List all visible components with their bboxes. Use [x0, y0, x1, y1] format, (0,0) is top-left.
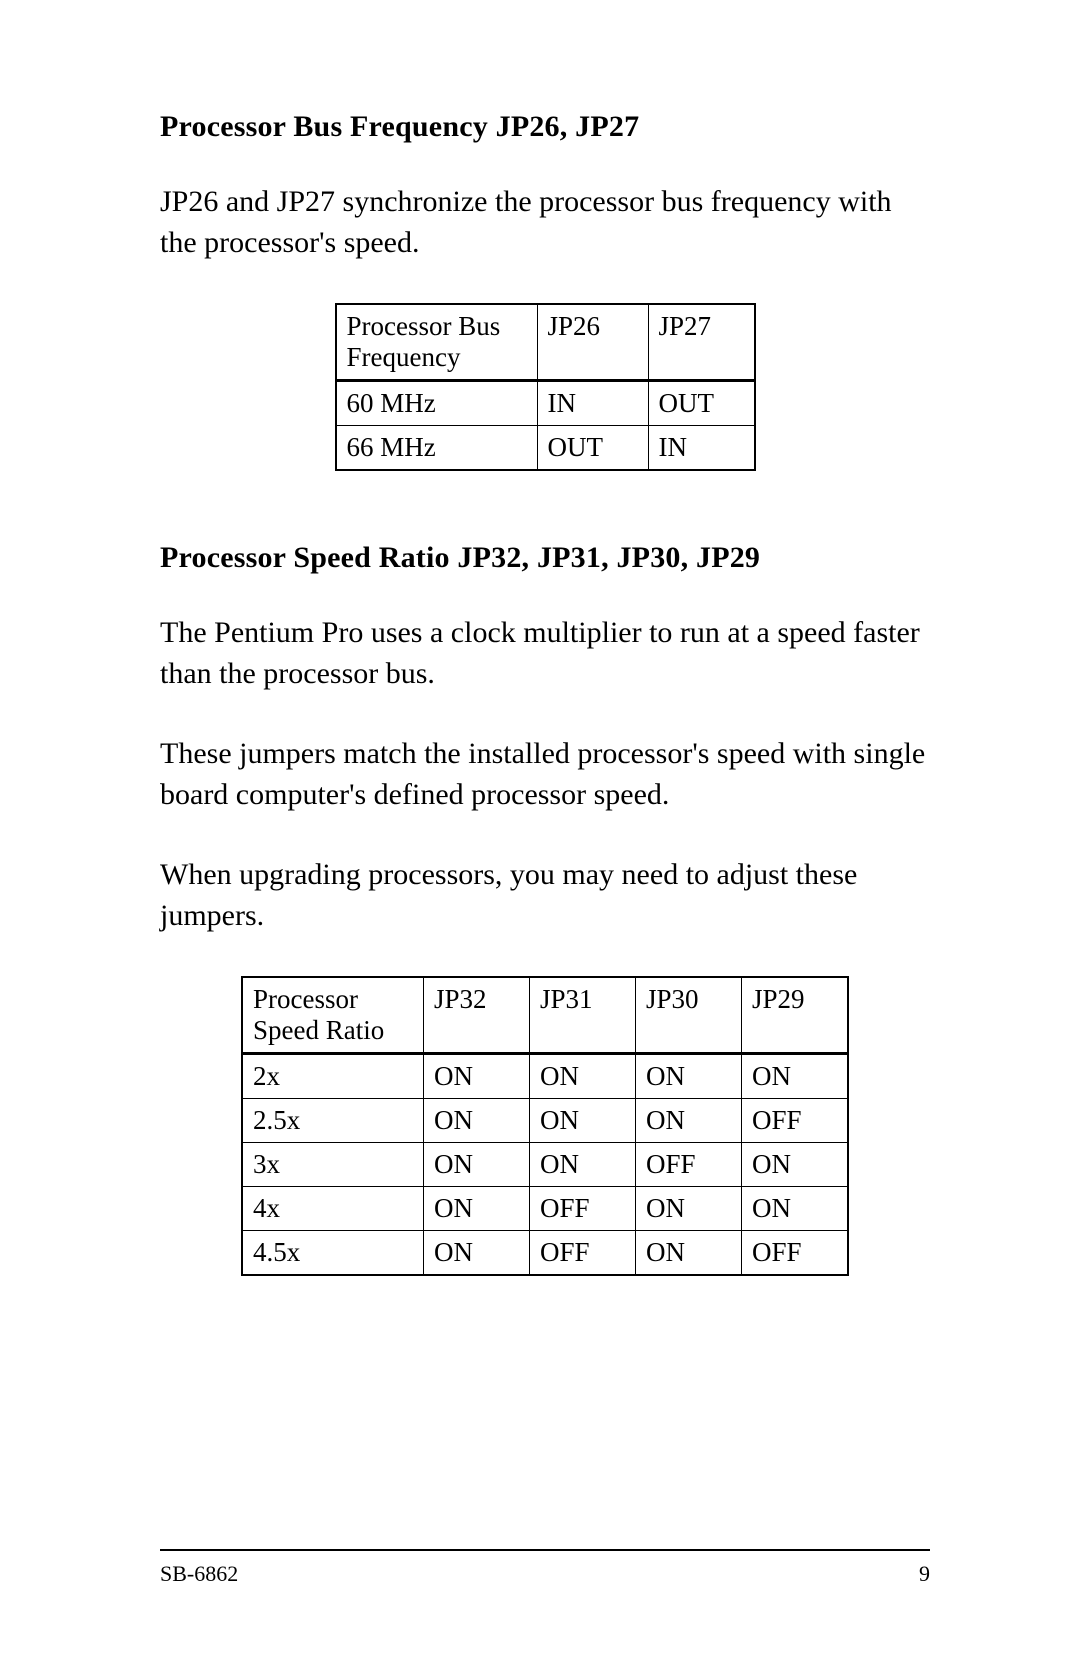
table-header-cell: JP27 — [648, 304, 755, 381]
table-cell: ON — [742, 1143, 849, 1187]
table1-container: Processor Bus Frequency JP26 JP27 60 MHz… — [160, 303, 930, 471]
table-cell: ON — [742, 1187, 849, 1231]
table-cell: ON — [636, 1187, 742, 1231]
table-cell: ON — [530, 1143, 636, 1187]
table-row: 4x ON OFF ON ON — [242, 1187, 848, 1231]
table-header-cell: Processor Speed Ratio — [242, 977, 424, 1054]
table-cell: ON — [424, 1054, 530, 1099]
table-cell: OUT — [648, 381, 755, 426]
table-cell: ON — [636, 1231, 742, 1276]
table-header-row: Processor Speed Ratio JP32 JP31 JP30 JP2… — [242, 977, 848, 1054]
table-cell: 2x — [242, 1054, 424, 1099]
table-cell: ON — [530, 1054, 636, 1099]
table-cell: OUT — [537, 426, 648, 471]
table-cell: ON — [636, 1054, 742, 1099]
section1-heading: Processor Bus Frequency JP26, JP27 — [160, 110, 930, 144]
table-cell: OFF — [636, 1143, 742, 1187]
table2-container: Processor Speed Ratio JP32 JP31 JP30 JP2… — [160, 976, 930, 1276]
section2-paragraph-3: When upgrading processors, you may need … — [160, 855, 930, 936]
table-cell: 3x — [242, 1143, 424, 1187]
table-cell: 4.5x — [242, 1231, 424, 1276]
table-header-cell: JP30 — [636, 977, 742, 1054]
table-cell: IN — [537, 381, 648, 426]
bus-frequency-table: Processor Bus Frequency JP26 JP27 60 MHz… — [335, 303, 756, 471]
table-row: 3x ON ON OFF ON — [242, 1143, 848, 1187]
table-cell: ON — [424, 1143, 530, 1187]
table-cell: ON — [424, 1231, 530, 1276]
table-row: 66 MHz OUT IN — [336, 426, 755, 471]
table-cell: ON — [742, 1054, 849, 1099]
table-row: 2x ON ON ON ON — [242, 1054, 848, 1099]
section2-paragraph-2: These jumpers match the installed proces… — [160, 734, 930, 815]
table-cell: 66 MHz — [336, 426, 538, 471]
table-cell: ON — [424, 1099, 530, 1143]
footer-rule — [160, 1549, 930, 1551]
page-footer: SB-6862 9 — [160, 1549, 930, 1587]
table-row: 60 MHz IN OUT — [336, 381, 755, 426]
section2-paragraph-1: The Pentium Pro uses a clock multiplier … — [160, 613, 930, 694]
footer-model: SB-6862 — [160, 1561, 238, 1587]
table-header-cell: JP31 — [530, 977, 636, 1054]
table-row: 2.5x ON ON ON OFF — [242, 1099, 848, 1143]
table-cell: IN — [648, 426, 755, 471]
table-cell: OFF — [742, 1231, 849, 1276]
table-header-cell: JP29 — [742, 977, 849, 1054]
table-header-cell: Processor Bus Frequency — [336, 304, 538, 381]
table-cell: 2.5x — [242, 1099, 424, 1143]
footer-row: SB-6862 9 — [160, 1561, 930, 1587]
table-row: 4.5x ON OFF ON OFF — [242, 1231, 848, 1276]
table-cell: OFF — [530, 1231, 636, 1276]
table-cell: OFF — [530, 1187, 636, 1231]
page-content: Processor Bus Frequency JP26, JP27 JP26 … — [160, 110, 930, 1346]
section1-paragraph: JP26 and JP27 synchronize the processor … — [160, 182, 930, 263]
table-cell: 4x — [242, 1187, 424, 1231]
table-header-row: Processor Bus Frequency JP26 JP27 — [336, 304, 755, 381]
table-header-cell: JP32 — [424, 977, 530, 1054]
table-cell: ON — [424, 1187, 530, 1231]
speed-ratio-table: Processor Speed Ratio JP32 JP31 JP30 JP2… — [241, 976, 849, 1276]
table-header-cell: JP26 — [537, 304, 648, 381]
table-cell: OFF — [742, 1099, 849, 1143]
table-cell: 60 MHz — [336, 381, 538, 426]
table-cell: ON — [530, 1099, 636, 1143]
footer-page-number: 9 — [919, 1561, 930, 1587]
section2-heading: Processor Speed Ratio JP32, JP31, JP30, … — [160, 541, 930, 575]
table-cell: ON — [636, 1099, 742, 1143]
